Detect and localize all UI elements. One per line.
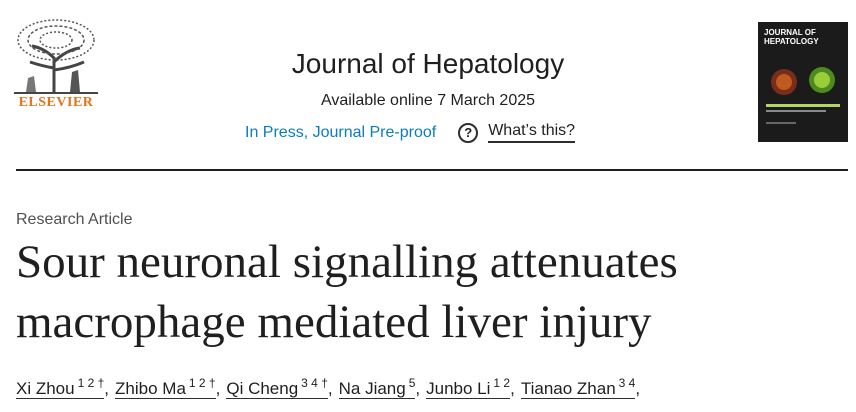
help-icon[interactable]: ? [458,122,479,143]
divider [16,169,848,171]
separator: , [635,379,641,398]
affiliation-marks[interactable]: 1 2 [493,376,511,390]
affiliation-marks[interactable]: 3 4 † [301,376,328,390]
author-list: Xi Zhou 1 2 †, Zhibo Ma 1 2 †, Qi Cheng 3 4 †… [16,376,646,399]
affiliation-marks[interactable]: 3 4 [618,376,636,390]
affiliation-marks[interactable]: 1 2 † [188,376,216,390]
author[interactable]: Zhibo Ma 1 2 † [115,376,216,399]
author[interactable]: Junbo Li 1 2 [426,376,511,399]
separator: , [215,379,221,398]
separator: , [327,379,333,398]
journal-cover[interactable] [758,22,848,142]
author[interactable]: Na Jiang 5 [338,376,416,399]
publisher-name: ELSEVIER [18,95,94,110]
author[interactable]: Qi Cheng 3 4 † [226,376,328,399]
author-name[interactable]: Zhibo Ma [115,379,186,398]
article-title: Sour neuronal signalling attenuates macr… [16,236,678,348]
separator: , [510,379,515,398]
affiliation-marks[interactable]: 5 [408,376,416,390]
cover-art [766,67,840,124]
journal-title[interactable]: Journal of Hepatology [291,48,565,79]
publisher-logo [14,18,98,94]
affiliation-marks[interactable]: 1 2 † [77,376,105,390]
author-name[interactable]: Xi Zhou [16,379,75,398]
author-name[interactable]: Qi Cheng [226,379,299,398]
status-link[interactable]: In Press, Journal Pre-proof [245,123,437,141]
separator: , [104,379,110,398]
separator: , [415,379,421,398]
author-name[interactable]: Na Jiang [338,379,406,398]
help-link[interactable]: What’s this? [488,122,576,143]
availability: Available online 7 March 2025 [320,92,536,109]
author[interactable]: Xi Zhou 1 2 † [16,376,105,399]
article-type: Research Article [16,211,133,228]
cover-title: JOURNAL OF HEPATOLOGY [764,28,819,46]
author-name[interactable]: Junbo Li [426,379,491,398]
status-row: In Press, Journal Pre-proof ? What’s thi… [245,122,576,143]
author-name[interactable]: Tianao Zhan [520,379,616,398]
author[interactable]: Tianao Zhan 3 4 [520,376,636,399]
